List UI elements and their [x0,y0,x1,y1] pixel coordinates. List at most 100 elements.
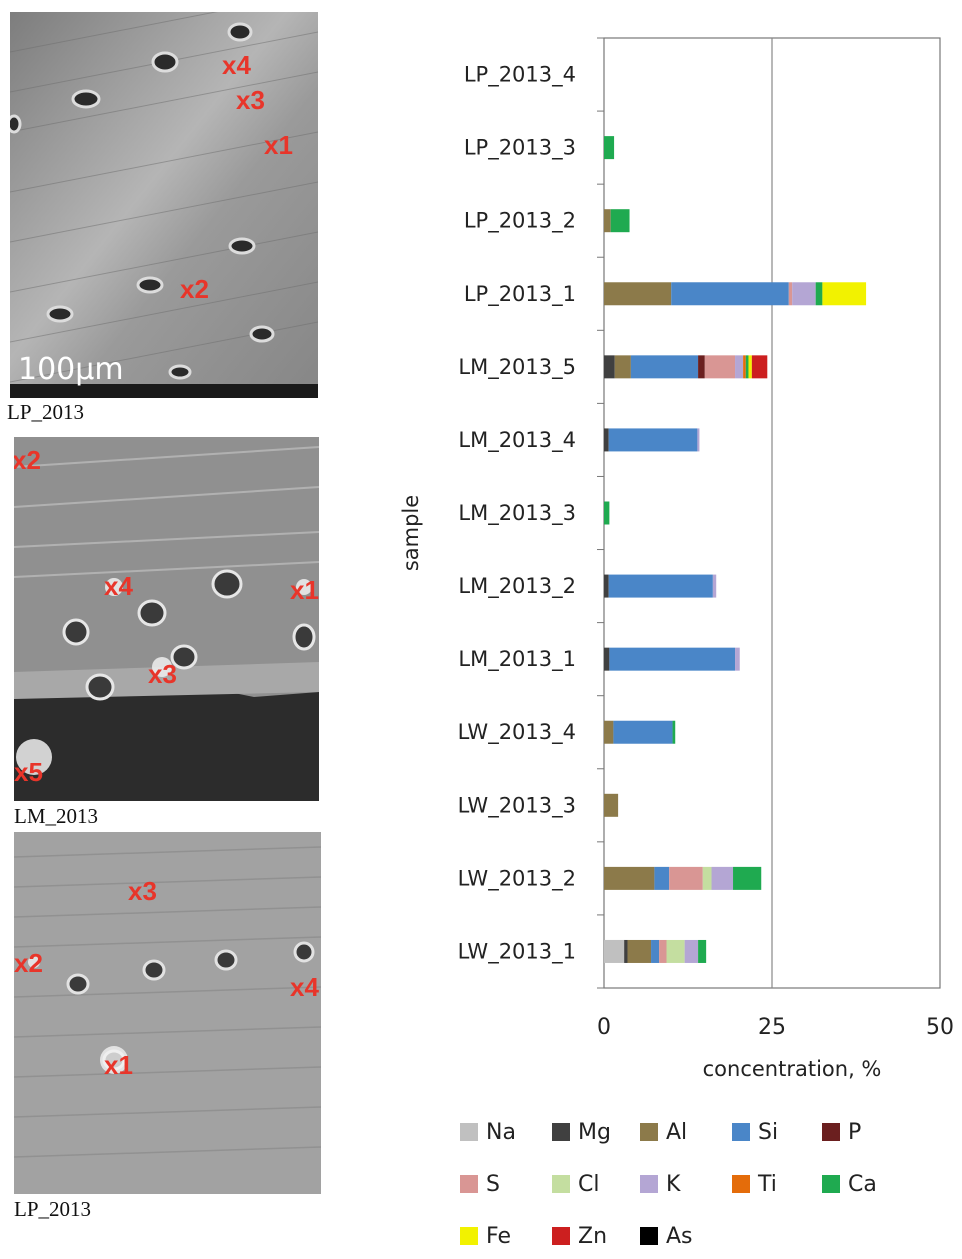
bar-segment-ca [698,939,707,963]
bar-segment-ca [604,501,610,525]
bar-segment-zn [751,355,768,379]
bar-segment-k [735,647,740,671]
legend-label: Si [758,1120,779,1145]
point-marker: x2 [180,274,209,304]
bar-segment-mg [624,939,628,963]
category-label: LP_2013_3 [464,136,576,161]
legend-item-si: Si [732,1120,778,1145]
legend-item-na: Na [460,1120,516,1145]
legend-swatch [552,1175,570,1193]
category-label: LM_2013_4 [458,428,576,453]
bar-segment-al [604,793,619,817]
bar-segment-ca [610,209,630,233]
category-label: LW_2013_4 [458,720,576,745]
bar-segment-al [604,209,611,233]
legend-item-as: As [640,1224,693,1249]
legend-swatch [640,1175,658,1193]
bar-segment-si [654,866,670,890]
legend-item-mg: Mg [552,1120,611,1145]
category-label: LM_2013_3 [458,501,576,526]
point-marker: x2 [14,445,41,475]
x-tick-label: 50 [926,1015,954,1040]
legend-swatch [640,1227,658,1245]
bar-segment-p [698,355,705,379]
panel-caption: LM_2013 [14,804,98,828]
bar-segment-si [630,355,699,379]
sem-texture-2 [14,437,319,801]
point-marker: x5 [14,757,43,787]
bar-segment-cl [702,866,712,890]
point-marker: x2 [14,948,43,978]
point-marker: x3 [236,85,265,115]
legend-label: K [666,1172,681,1197]
bar-segment-si [608,574,713,598]
legend-item-cl: Cl [552,1172,599,1197]
legend-swatch [732,1123,750,1141]
legend-swatch [552,1123,570,1141]
bar-segment-k [712,574,717,598]
point-marker: x1 [290,575,319,605]
bar-segment-al [604,282,672,306]
sem-image-3: x3 x2 x4 x1 [14,832,321,1194]
legend-label: Ca [848,1172,877,1197]
sem-image-1: 100µm x4 x3 x1 x2 [10,12,318,398]
bar-segment-ca [604,136,615,160]
sem-image-2: x2 x4 x1 x3 x5 [14,437,319,801]
legend-item-ti: Ti [732,1172,777,1197]
point-marker: x4 [290,972,319,1002]
x-tick-label: 0 [597,1015,611,1040]
bar-segment-cl [666,939,685,963]
bar-segment-si [651,939,660,963]
x-tick-label: 25 [758,1015,786,1040]
bar-segment-k [711,866,734,890]
category-label: LP_2013_2 [464,209,576,234]
bar-segment-al [604,720,614,744]
bar-segment-si [609,647,736,671]
x-axis-title: concentration, % [703,1057,882,1081]
bar-segment-s [669,866,703,890]
legend-label: Na [486,1120,516,1145]
legend-label: P [848,1120,862,1145]
bar-segment-al [627,939,652,963]
bar-segment-si [613,720,673,744]
legend-item-k: K [640,1172,680,1197]
legend-item-s: S [460,1172,500,1197]
legend-swatch [460,1175,478,1193]
point-marker: x3 [148,659,177,689]
bar-segment-k [697,428,700,452]
point-marker: x1 [104,1050,133,1080]
bar-segment-mg [604,355,615,379]
legend-swatch [640,1123,658,1141]
category-label: LW_2013_1 [458,939,576,964]
legend-swatch [460,1227,478,1245]
legend-item-zn: Zn [552,1224,607,1249]
legend-swatch [552,1227,570,1245]
bar-segment-s [704,355,736,379]
point-marker: x1 [264,130,293,160]
bar-segment-al [614,355,631,379]
legend-label: Mg [578,1120,611,1145]
bar-segment-al [604,866,655,890]
legend-item-al: Al [640,1120,687,1145]
legend-swatch [822,1123,840,1141]
bar-segment-ca [815,282,823,306]
bar-segment-k [792,282,816,306]
bar-segment-fe [748,355,752,379]
category-label: LM_2013_1 [458,647,576,672]
legend-item-p: P [822,1120,861,1145]
bar-segment-k [684,939,699,963]
legend-label: Fe [486,1224,511,1249]
legend-swatch [460,1123,478,1141]
legend-label: As [666,1224,693,1249]
panel-caption: LP_2013 [14,1197,92,1221]
point-marker: x4 [222,50,251,80]
legend-label: Ti [758,1172,777,1197]
bar-segment-s [659,939,667,963]
category-label: LM_2013_5 [458,355,576,380]
point-marker: x3 [128,876,157,906]
category-label: LW_2013_3 [458,793,576,818]
legend-label: Cl [578,1172,600,1197]
bar-segment-mg [604,647,610,671]
category-label: LW_2013_2 [458,866,576,891]
legend-swatch [732,1175,750,1193]
